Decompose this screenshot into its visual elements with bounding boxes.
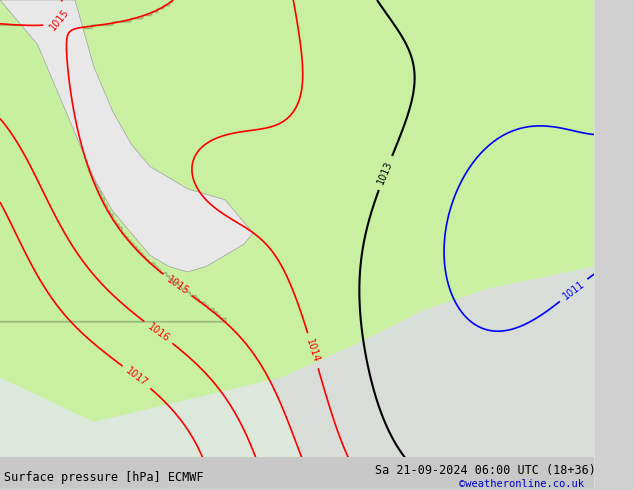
Text: 1011: 1011 [561, 279, 586, 302]
Text: 1014: 1014 [304, 338, 321, 364]
Text: Surface pressure [hPa] ECMWF: Surface pressure [hPa] ECMWF [4, 471, 204, 484]
Polygon shape [0, 0, 253, 272]
Text: 1015: 1015 [48, 7, 71, 32]
Text: 1017: 1017 [124, 366, 150, 389]
Bar [0, 457, 595, 489]
Text: Sa 21-09-2024 06:00 UTC (18+36): Sa 21-09-2024 06:00 UTC (18+36) [375, 464, 596, 477]
Polygon shape [0, 0, 595, 422]
Text: 1015: 1015 [165, 274, 190, 296]
Text: ©weatheronline.co.uk: ©weatheronline.co.uk [460, 479, 585, 489]
Text: 1013: 1013 [376, 160, 395, 186]
Text: 1013: 1013 [562, 465, 588, 487]
Text: 1016: 1016 [145, 321, 171, 343]
